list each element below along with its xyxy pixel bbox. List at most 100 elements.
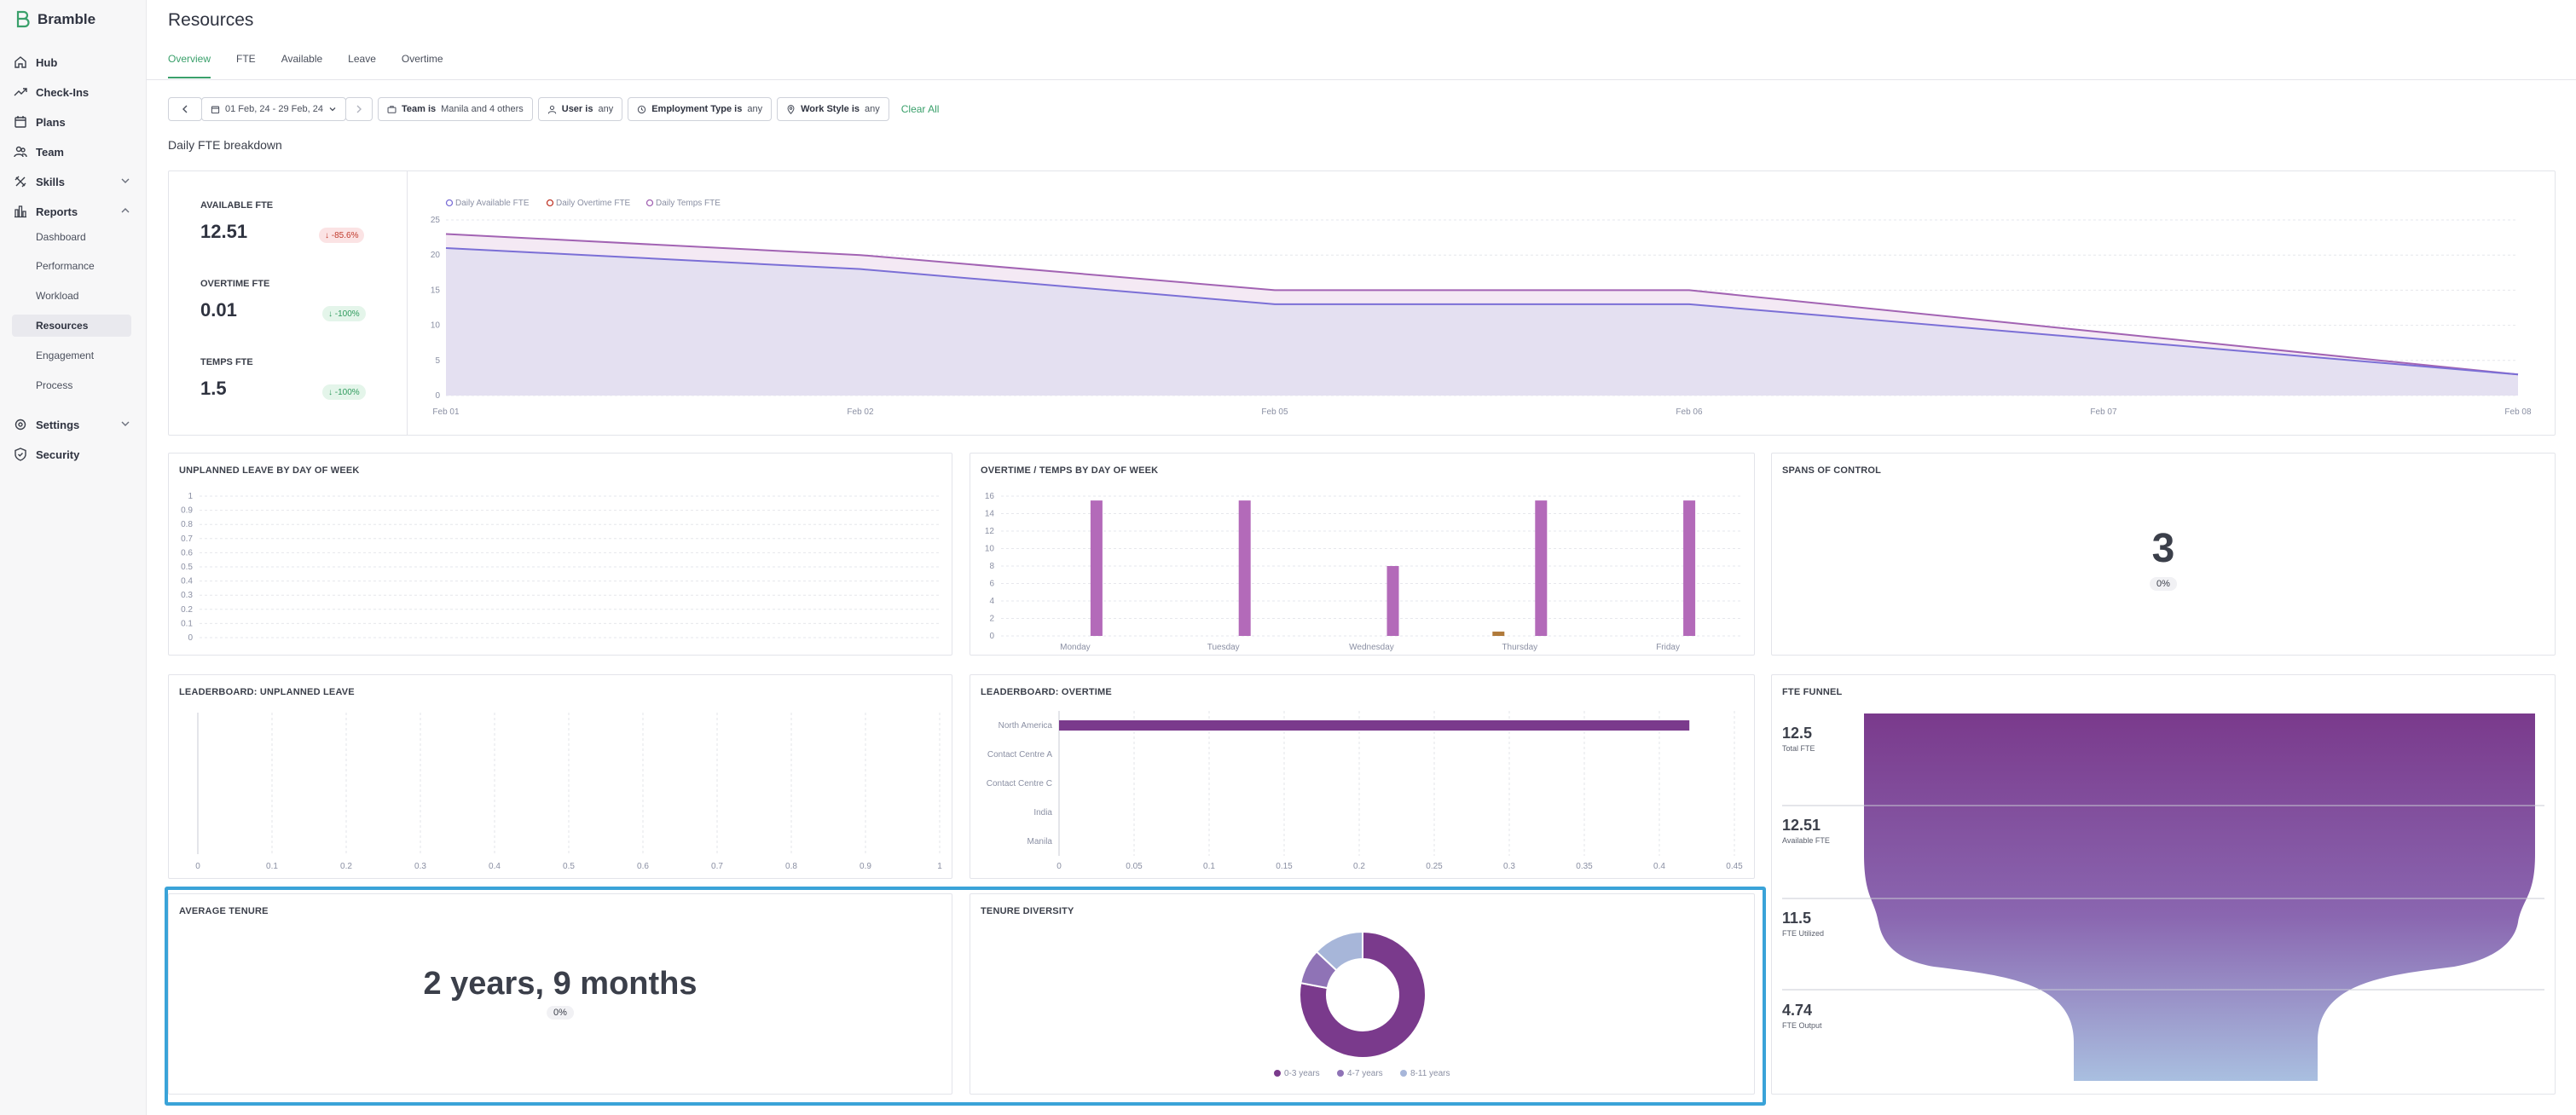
y-category-label: Contact Centre A xyxy=(987,750,1052,760)
page-title: Resources xyxy=(168,10,254,30)
y-tick-label: 0.4 xyxy=(181,577,193,586)
x-tick-label: 0.2 xyxy=(340,862,352,871)
y-tick-label: 10 xyxy=(431,321,441,331)
y-tick-label: 20 xyxy=(431,251,441,260)
date-range-value: 01 Feb, 24 - 29 Feb, 24 xyxy=(225,104,323,114)
user-icon xyxy=(547,105,556,113)
x-tick-label: 0.4 xyxy=(489,862,501,871)
trend-icon xyxy=(14,88,27,96)
sidebar-subitem-performance[interactable]: Performance xyxy=(36,260,95,272)
x-tick-label: Feb 07 xyxy=(2090,407,2117,417)
date-range-picker[interactable]: 01 Feb, 24 - 29 Feb, 24 xyxy=(201,97,346,121)
reports-icon xyxy=(14,205,26,218)
home-icon xyxy=(14,56,26,68)
x-tick-label: Feb 02 xyxy=(847,407,874,417)
y-category-label: North America xyxy=(999,721,1053,731)
sidebar-item-security[interactable]: Security xyxy=(12,442,131,466)
donut-slice xyxy=(1315,930,1363,972)
next-period-button[interactable] xyxy=(344,97,373,121)
sidebar-item-plans[interactable]: Plans xyxy=(12,110,131,134)
sidebar-item-reports[interactable]: Reports xyxy=(12,199,131,223)
tab-leave[interactable]: Leave xyxy=(348,53,376,65)
sidebar-item-hub[interactable]: Hub xyxy=(12,50,131,74)
y-tick-label: 8 xyxy=(989,562,994,571)
y-tick-label: 0.5 xyxy=(181,563,193,572)
x-tick-label: Feb 08 xyxy=(2504,407,2532,417)
temps-bar xyxy=(1090,500,1103,636)
tab-overview[interactable]: Overview xyxy=(168,53,211,78)
location-icon xyxy=(787,104,795,114)
average-tenure-change: 0% xyxy=(547,1006,574,1020)
calendar-icon xyxy=(211,106,220,113)
team-icon xyxy=(14,146,27,158)
tab-fte[interactable]: FTE xyxy=(236,53,256,65)
card-title: LEADERBOARD: OVERTIME xyxy=(981,687,1112,697)
funnel-total-fte-label: Total FTE xyxy=(1782,744,1815,753)
available-series-line xyxy=(445,246,2519,376)
sidebar-subitem-workload[interactable]: Workload xyxy=(36,290,79,302)
x-tick-label: 0.1 xyxy=(266,862,278,871)
x-tick-label: 0.9 xyxy=(860,862,871,871)
leaderboard-overtime-chart: 0 0.05 0.1 0.15 0.2 0.25 0.3 0.35 0.4 0.45 North A… xyxy=(987,711,1743,871)
card-title: FTE FUNNEL xyxy=(1782,687,1843,697)
x-tick-label: 0.1 xyxy=(1203,862,1215,871)
clear-all-link[interactable]: Clear All xyxy=(900,103,940,115)
tab-available[interactable]: Available xyxy=(281,53,323,65)
card-title: LEADERBOARD: UNPLANNED LEAVE xyxy=(179,687,355,697)
work-style-filter[interactable]: Work Style is any xyxy=(777,97,889,121)
legend-label: Daily Temps FTE xyxy=(656,199,721,208)
prev-period-button[interactable] xyxy=(168,97,202,121)
spans-of-control-value: 3 xyxy=(2151,526,2175,571)
y-tick-label: 0.6 xyxy=(181,548,193,558)
employment-type-filter[interactable]: Employment Type is any xyxy=(628,97,773,121)
brand[interactable]: Bramble xyxy=(15,10,96,29)
y-category-label: Manila xyxy=(1028,837,1053,846)
overtime-temps-chart: 0 2 4 6 8 10 12 14 16 Monday Tuesday Wednesday Thurs… xyxy=(985,492,1742,652)
sidebar-item-check-ins[interactable]: Check-Ins xyxy=(12,80,131,104)
sidebar-subitem-dashboard[interactable]: Dashboard xyxy=(36,231,86,243)
x-tick-label: 0.45 xyxy=(1726,862,1743,871)
legend-marker xyxy=(1400,1070,1407,1077)
sidebar: Bramble Hub Check-Ins Plans Team Skills … xyxy=(0,0,147,1115)
tab-overtime[interactable]: Overtime xyxy=(401,53,443,65)
section-title: Daily FTE breakdown xyxy=(168,138,282,152)
brand-name: Bramble xyxy=(38,11,96,27)
sidebar-subitem-resources[interactable]: Resources xyxy=(12,315,131,337)
x-tick-label: Thursday xyxy=(1502,643,1537,652)
funnel-available-fte-label: Available FTE xyxy=(1782,836,1830,845)
y-tick-label: 2 xyxy=(989,615,994,624)
sidebar-item-settings[interactable]: Settings xyxy=(12,413,131,436)
skills-icon xyxy=(14,176,26,188)
y-tick-label: 0.2 xyxy=(181,605,193,615)
x-tick-label: 0.3 xyxy=(414,862,426,871)
legend-marker xyxy=(546,199,554,207)
temps-fte-label: TEMPS FTE xyxy=(200,357,253,367)
fte-funnel-card: FTE FUNNEL 12.5 Total FTE 12.51 Availabl… xyxy=(1771,674,2556,1095)
work-style-filter-value: any xyxy=(865,104,880,114)
overtime-bar xyxy=(1492,631,1505,636)
sidebar-item-team[interactable]: Team xyxy=(12,140,131,164)
kpi-divider xyxy=(407,171,408,435)
temps-bar xyxy=(1535,500,1548,636)
temps-bar xyxy=(1683,500,1696,636)
y-tick-label: 25 xyxy=(431,216,441,225)
sidebar-subitem-process[interactable]: Process xyxy=(36,379,73,391)
user-filter-key: User is xyxy=(561,104,593,114)
unplanned-leave-chart: 0 0.1 0.2 0.3 0.4 0.5 0.6 0.7 0.8 0.9 1 xyxy=(181,492,941,643)
funnel-fte-output-value: 4.74 xyxy=(1782,1002,1813,1019)
sidebar-subitem-engagement[interactable]: Engagement xyxy=(36,350,95,361)
user-filter[interactable]: User is any xyxy=(537,97,623,121)
briefcase-icon xyxy=(387,105,397,113)
x-tick-label: Feb 06 xyxy=(1676,407,1703,417)
overtime-fte-value: 0.01 xyxy=(200,299,237,321)
funnel-shape xyxy=(1864,713,2535,1081)
funnel-fte-output-label: FTE Output xyxy=(1782,1021,1822,1030)
legend-label: 0-3 years xyxy=(1284,1069,1320,1078)
team-filter[interactable]: Team is Manila and 4 others xyxy=(377,97,533,121)
x-tick-label: 0.6 xyxy=(637,862,649,871)
sidebar-item-skills[interactable]: Skills xyxy=(12,170,131,194)
tenure-diversity-donut-chart: 0-3 years 4-7 years 8-11 years xyxy=(1274,930,1450,1078)
x-tick-label: 0.2 xyxy=(1353,862,1365,871)
legend-label: Daily Overtime FTE xyxy=(556,199,631,208)
y-tick-label: 0.9 xyxy=(181,506,193,516)
